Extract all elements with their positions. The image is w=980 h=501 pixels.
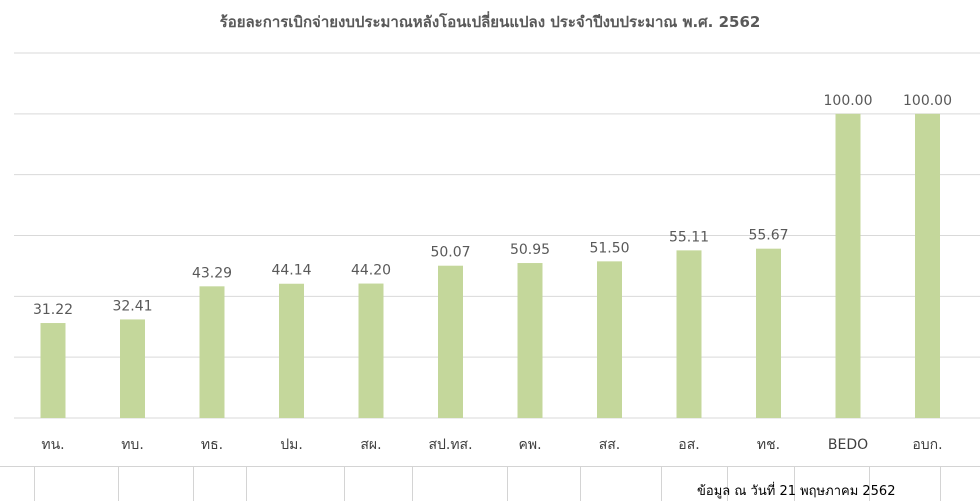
category-label: ทธ. [201,437,223,453]
category-label: ปม. [280,437,303,453]
data-label: 50.95 [510,242,550,258]
category-label: ทบ. [121,437,144,453]
bar [835,113,861,418]
data-label: 43.29 [192,265,232,281]
category-label: อส. [678,437,699,453]
value-labels: 31.22 32.41 43.29 44.14 44.20 50.07 50.95 51.50… [33,93,952,318]
gridlines [14,52,980,419]
data-label: 55.67 [748,228,788,244]
bar [597,261,622,418]
bar [438,265,463,418]
data-label: 50.07 [430,245,470,261]
category-label: ทช. [757,437,780,453]
bar [517,263,543,418]
data-label: 55.11 [669,229,709,245]
category-labels: ทน. ทบ. ทธ. ปม. สผ. สป.ทส. คพ. สส. อส. ทช. BEDO อบก… [41,437,942,453]
data-label: 31.22 [33,302,73,318]
chart-background [0,0,980,466]
bar [120,319,145,418]
bar [915,113,940,418]
category-label: คพ. [518,437,541,453]
data-label: 100.00 [824,93,873,109]
category-label: สป.ทส. [428,437,472,453]
data-label: 44.20 [351,263,391,279]
category-label: ทน. [41,437,64,453]
data-label: 100.00 [903,93,952,109]
category-label: สส. [599,437,621,453]
data-label: 44.14 [271,263,311,279]
category-label: สผ. [360,437,381,453]
bar-chart: ร้อยละการเบิกจ่ายงบประมาณหลังโอนเปลี่ยนแ… [0,0,980,466]
data-label: 32.41 [112,298,152,314]
chart-title: ร้อยละการเบิกจ่ายงบประมาณหลังโอนเปลี่ยนแ… [220,11,761,31]
data-label: 51.50 [589,240,629,256]
category-label: BEDO [828,437,868,453]
bar [358,283,384,418]
bar [756,248,781,418]
spreadsheet-footer-grid [0,466,980,501]
bar [279,283,304,418]
bar [199,286,225,418]
bars [40,113,940,418]
bar [676,250,702,418]
data-date-note: ข้อมูล ณ วันที่ 21 พฤษภาคม 2562 [697,484,896,499]
category-label: อบก. [912,437,942,453]
bar [40,323,66,418]
